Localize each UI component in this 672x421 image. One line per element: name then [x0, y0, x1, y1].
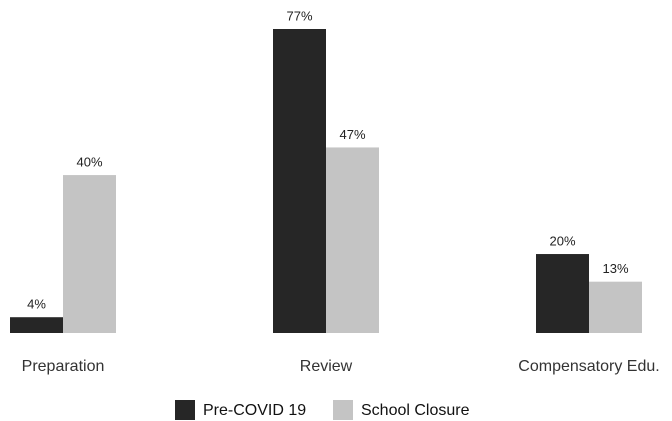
legend-swatch: [175, 400, 195, 420]
value-label: 20%: [549, 233, 575, 248]
value-label: 13%: [602, 261, 628, 276]
value-label: 4%: [27, 297, 46, 312]
x-tick-label: Preparation: [22, 358, 105, 375]
bar: [536, 254, 589, 333]
bar: [326, 147, 379, 333]
x-tick-label: Review: [300, 358, 353, 375]
bar: [63, 175, 116, 333]
x-tick-label: Compensatory Edu.: [518, 358, 659, 375]
bar: [589, 281, 642, 333]
legend-label: School Closure: [361, 402, 470, 419]
bar: [273, 29, 326, 333]
bar: [10, 317, 63, 333]
legend-swatch: [333, 400, 353, 420]
legend-label: Pre-COVID 19: [203, 402, 306, 419]
value-label: 47%: [339, 127, 365, 142]
value-label: 77%: [286, 8, 312, 23]
value-label: 40%: [76, 155, 102, 170]
